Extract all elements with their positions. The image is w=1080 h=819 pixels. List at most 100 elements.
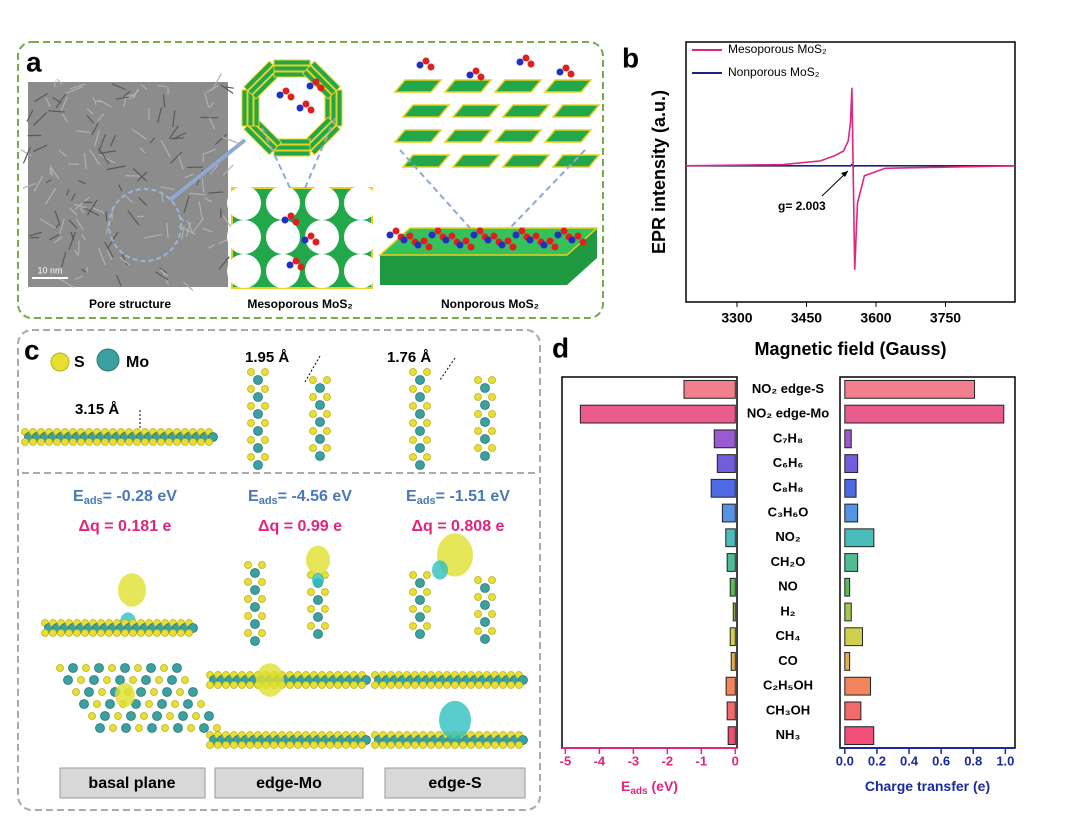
- s-atom: [334, 741, 342, 749]
- fringe: [54, 210, 61, 226]
- fringe: [74, 275, 84, 280]
- mo-atom: [415, 595, 425, 605]
- bond: [304, 355, 321, 383]
- fringe: [60, 251, 67, 268]
- fringe: [198, 201, 203, 221]
- fringe: [132, 167, 147, 182]
- category-label: CO: [778, 653, 798, 668]
- s-atom: [270, 741, 278, 749]
- fringe: [104, 241, 114, 258]
- x-axis-label: Magnetic field (Gauss): [754, 339, 946, 359]
- s-atom-key: [50, 352, 70, 372]
- site-box: [384, 767, 526, 799]
- s-atom: [181, 438, 189, 446]
- fringe: [98, 147, 110, 165]
- s-atom: [145, 629, 153, 637]
- s-atom: [409, 622, 417, 630]
- x-tick-label: 0.4: [900, 753, 919, 768]
- s-atom: [278, 741, 286, 749]
- s-atom: [515, 741, 523, 749]
- mo-atom: [167, 675, 177, 685]
- atom: [526, 236, 534, 244]
- s-atom: [187, 724, 195, 732]
- s-atom: [488, 627, 496, 635]
- mo-atom: [315, 400, 325, 410]
- mo-atom: [250, 585, 260, 595]
- s-atom: [326, 681, 334, 689]
- category-label: C₇H₈: [773, 430, 803, 445]
- fringe: [74, 196, 90, 211]
- fringe: [75, 218, 84, 231]
- nonporous-layers: [393, 79, 601, 168]
- s-atom: [507, 681, 515, 689]
- bar: [844, 454, 859, 473]
- tem-image: [28, 82, 228, 287]
- legend-label: Mesoporous MoS₂: [728, 42, 827, 56]
- layer: [273, 150, 311, 157]
- atom: [307, 106, 315, 114]
- fringe: [20, 149, 32, 157]
- s-atom: [474, 610, 482, 618]
- charge: Δq = 0.808 e: [412, 518, 505, 535]
- s-atom: [103, 676, 111, 684]
- s-atom: [358, 741, 366, 749]
- mo-atom: [136, 687, 146, 697]
- s-atom: [323, 376, 331, 384]
- fringe: [97, 113, 105, 122]
- s-atom: [77, 676, 85, 684]
- sheet: [493, 129, 543, 143]
- fringe: [48, 110, 65, 113]
- charge: Δq = 0.99 e: [258, 518, 342, 535]
- site-box: [214, 767, 364, 799]
- text-part: = -1.51 eV: [436, 488, 511, 505]
- mo-atom: [415, 409, 425, 419]
- s-atom: [321, 605, 329, 613]
- s-atom: [258, 629, 266, 637]
- panel-frame: [17, 329, 541, 811]
- panel-a: a 10 nm Pore structure Mesoporous MoS₂ N…: [17, 41, 604, 319]
- fringe: [127, 210, 140, 226]
- s-atom: [244, 578, 252, 586]
- s-atom: [475, 741, 483, 749]
- caption: Pore structure: [89, 297, 171, 311]
- mesoporous-ring: [241, 59, 343, 157]
- caption: Mesoporous MoS₂: [247, 297, 352, 311]
- bar: [716, 454, 736, 473]
- atom: [516, 58, 524, 66]
- s-atom: [474, 576, 482, 584]
- fringe: [22, 182, 36, 189]
- s-atom: [261, 402, 269, 410]
- sheet: [451, 154, 501, 168]
- fringe: [160, 186, 176, 191]
- x-tick-label: 0.6: [932, 753, 950, 768]
- fringe: [159, 269, 169, 277]
- fringe: [60, 96, 68, 111]
- s-atom: [474, 444, 482, 452]
- charge-density: [306, 545, 330, 575]
- charge-density: [439, 700, 471, 740]
- category-label: C₈H₈: [773, 480, 804, 495]
- fringe: [221, 136, 238, 144]
- mo-atom: [480, 383, 490, 393]
- x-axis-label: Eads (eV): [621, 778, 678, 797]
- s-atom: [409, 588, 417, 596]
- fringe: [26, 109, 34, 122]
- x-tick-label: -2: [662, 753, 674, 768]
- atom: [512, 231, 520, 239]
- s-atom: [244, 561, 252, 569]
- s-atom: [488, 444, 496, 452]
- fringe: [204, 197, 212, 203]
- atom: [568, 236, 576, 244]
- bar: [844, 652, 851, 671]
- mo-atom: [84, 687, 94, 697]
- atom: [406, 232, 414, 240]
- mo-atom: [94, 663, 104, 673]
- mo-atom: [415, 578, 425, 588]
- fringe: [115, 96, 130, 100]
- bar: [844, 379, 976, 399]
- s-atom: [134, 664, 142, 672]
- bar: [727, 726, 736, 746]
- s-atom: [247, 385, 255, 393]
- atom: [484, 236, 492, 244]
- s-atom: [409, 385, 417, 393]
